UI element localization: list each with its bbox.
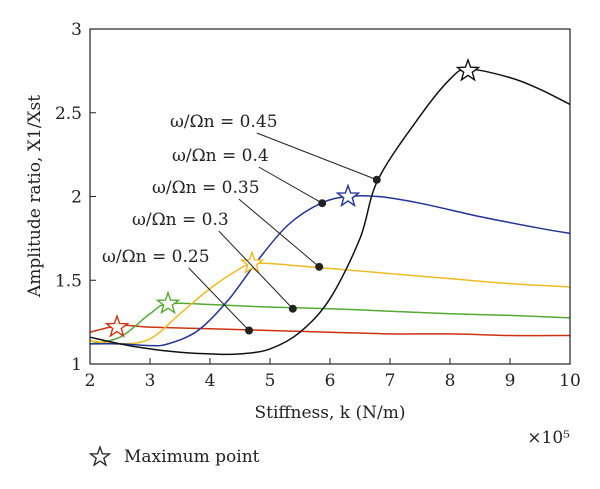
x-tick-label: 5: [265, 371, 276, 391]
x-tick-label: 3: [145, 371, 156, 391]
x-tick-label: 2: [85, 371, 96, 391]
x-tick-label: 8: [445, 371, 456, 391]
y-tick-label: 2.5: [55, 104, 82, 124]
annotation-label: ω/Ωn = 0.4: [172, 146, 269, 166]
star-icon: [88, 445, 112, 467]
max-point-star: [455, 57, 481, 82]
x-tick-label: 7: [385, 371, 396, 391]
max-point-star: [239, 250, 265, 275]
max-point-star: [335, 183, 361, 208]
y-tick-label: 1.5: [55, 271, 82, 291]
annotation-layer: ω/Ωn = 0.25 ω/Ωn = 0.3 ω/Ωn = 0.35 ω/Ωn = 0…: [102, 112, 381, 335]
series-line: [89, 262, 571, 345]
y-tick-label: 1: [71, 355, 82, 375]
x-tick-label: 6: [325, 371, 336, 391]
y-tick-label: 3: [71, 20, 82, 40]
annotation-leader-line: [188, 267, 250, 331]
annotation-label: ω/Ωn = 0.25: [102, 247, 210, 267]
annotation-leader-line: [258, 166, 323, 204]
annotation-dot: [245, 326, 253, 335]
annotation-dot: [318, 199, 327, 208]
max-point-star: [155, 290, 181, 315]
legend: Maximum point: [88, 445, 260, 467]
x-tick-label: 4: [205, 371, 216, 391]
tick-layer: 2 3 4 5 6 7 8 9 10 1 1.5 2 2.5 3: [55, 20, 581, 391]
annotation-label: ω/Ωn = 0.3: [132, 210, 229, 230]
x-multiplier-label: ×10⁵: [527, 428, 570, 448]
annotation-dot: [288, 304, 297, 313]
y-axis-title: Amplitude ratio, X1/Xst: [25, 95, 45, 298]
annotation-leader-line: [238, 198, 320, 268]
annotation-dot: [315, 262, 324, 271]
annotation-label: ω/Ωn = 0.35: [152, 178, 260, 198]
series-line: [89, 302, 571, 345]
series-line: [89, 68, 571, 356]
x-tick-label: 9: [505, 371, 516, 391]
x-axis-title: Stiffness, k (N/m): [255, 403, 406, 423]
annotation-dot: [372, 175, 381, 184]
annotation-leader-line: [218, 230, 294, 310]
series-line: [89, 194, 571, 347]
legend-label: Maximum point: [124, 447, 260, 467]
annotation-label: ω/Ωn = 0.45: [170, 112, 278, 132]
y-tick-label: 2: [71, 188, 82, 208]
x-tick-label: 10: [559, 371, 581, 391]
series-layer: [89, 57, 571, 356]
max-point-star: [104, 313, 130, 338]
annotation-leader-line: [256, 132, 377, 181]
